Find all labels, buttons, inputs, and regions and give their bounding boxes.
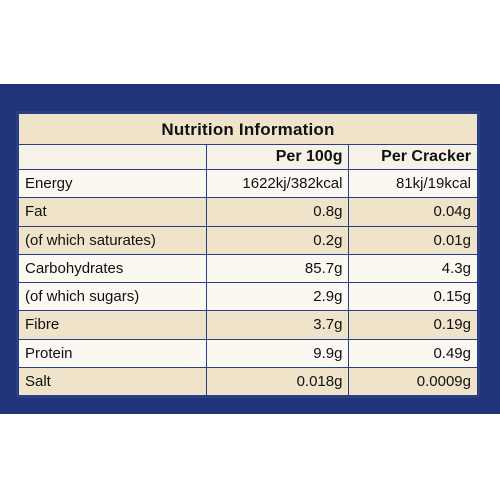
table-row-saturates: (of which saturates) 0.2g 0.01g [18,225,478,255]
table-row-carbohydrates: Carbohydrates 85.7g 4.3g [18,253,478,284]
column-header-nutrient [18,144,208,170]
per-cracker-value: 0.19g [348,310,478,340]
per-100g-value: 0.8g [206,197,350,227]
nutrient-name: Protein [18,338,208,368]
per-cracker-value: 4.3g [348,253,478,284]
table-row-sugars: (of which sugars) 2.9g 0.15g [18,281,478,312]
per-cracker-value: 0.49g [348,338,478,368]
nutrient-name: Carbohydrates [18,253,208,284]
nutrient-name: Salt [18,366,208,396]
nutrition-table: Nutrition Information Per 100g Per Crack… [18,113,478,396]
per-cracker-value: 0.0009g [348,366,478,396]
per-100g-value: 0.2g [206,225,350,255]
table-row-protein: Protein 9.9g 0.49g [18,338,478,368]
nutrient-name: Energy [18,168,208,199]
table-row-fibre: Fibre 3.7g 0.19g [18,310,478,340]
per-cracker-value: 0.01g [348,225,478,255]
nutrient-name: Fibre [18,310,208,340]
nutrient-name: Fat [18,197,208,227]
per-100g-value: 3.7g [206,310,350,340]
table-row-salt: Salt 0.018g 0.0009g [18,366,478,396]
table-row-fat: Fat 0.8g 0.04g [18,197,478,227]
nutrient-name: (of which saturates) [18,225,208,255]
per-cracker-value: 81kj/19kcal [348,168,478,199]
nutrient-name: (of which sugars) [18,281,208,312]
per-100g-value: 85.7g [206,253,350,284]
per-100g-value: 1622kj/382kcal [206,168,350,199]
per-cracker-value: 0.04g [348,197,478,227]
column-header-per-cracker: Per Cracker [348,144,478,170]
table-row-energy: Energy 1622kj/382kcal 81kj/19kcal [18,168,478,199]
per-100g-value: 2.9g [206,281,350,312]
per-cracker-value: 0.15g [348,281,478,312]
per-100g-value: 0.018g [206,366,350,396]
table-header-row: Per 100g Per Cracker [18,144,478,170]
column-header-per-100g: Per 100g [206,144,350,170]
table-title: Nutrition Information [18,113,478,145]
per-100g-value: 9.9g [206,338,350,368]
nutrition-label: Nutrition Information Per 100g Per Crack… [16,111,480,398]
